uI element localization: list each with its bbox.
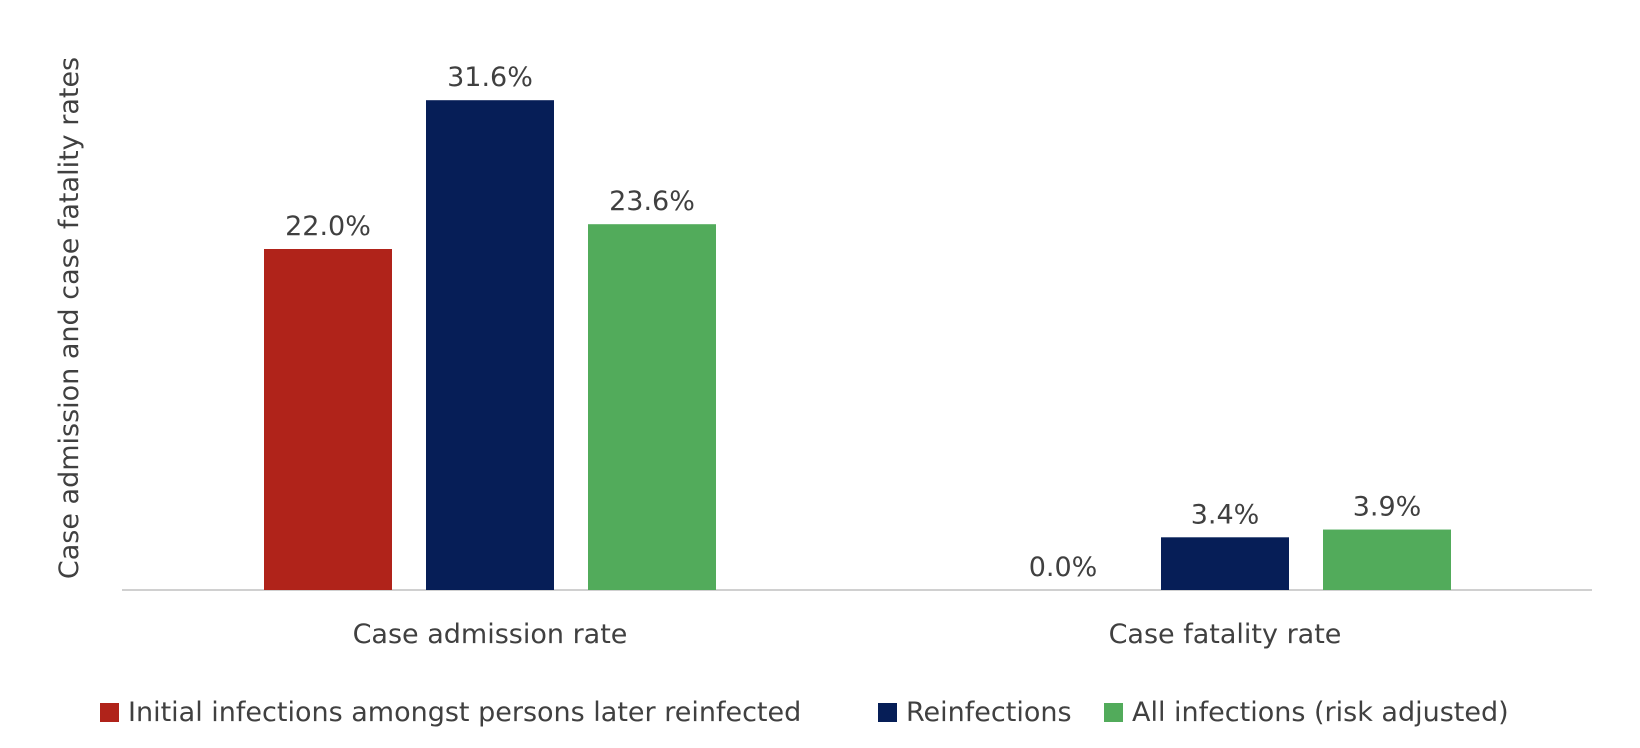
data-label: 3.4% [1191, 499, 1260, 530]
category-label: Case fatality rate [1109, 619, 1342, 650]
data-label: 31.6% [447, 62, 533, 93]
legend-swatch [1104, 703, 1123, 722]
category-label: Case admission rate [353, 619, 628, 650]
bar [1161, 537, 1289, 590]
legend-label: Initial infections amongst persons later… [128, 697, 801, 728]
legend-label: Reinfections [906, 697, 1072, 728]
data-label: 23.6% [609, 186, 695, 217]
data-label: 0.0% [1029, 552, 1098, 583]
legend: Initial infections amongst persons later… [100, 697, 1509, 728]
bar [426, 100, 554, 590]
legend-swatch [878, 703, 897, 722]
bar [1323, 529, 1451, 590]
bar [588, 224, 716, 590]
data-label: 3.9% [1353, 492, 1422, 523]
data-label: 22.0% [285, 211, 371, 242]
bar [264, 249, 392, 590]
legend-swatch [100, 703, 119, 722]
y-axis-title: Case admission and case fatality rates [54, 57, 85, 579]
legend-label: All infections (risk adjusted) [1132, 697, 1509, 728]
